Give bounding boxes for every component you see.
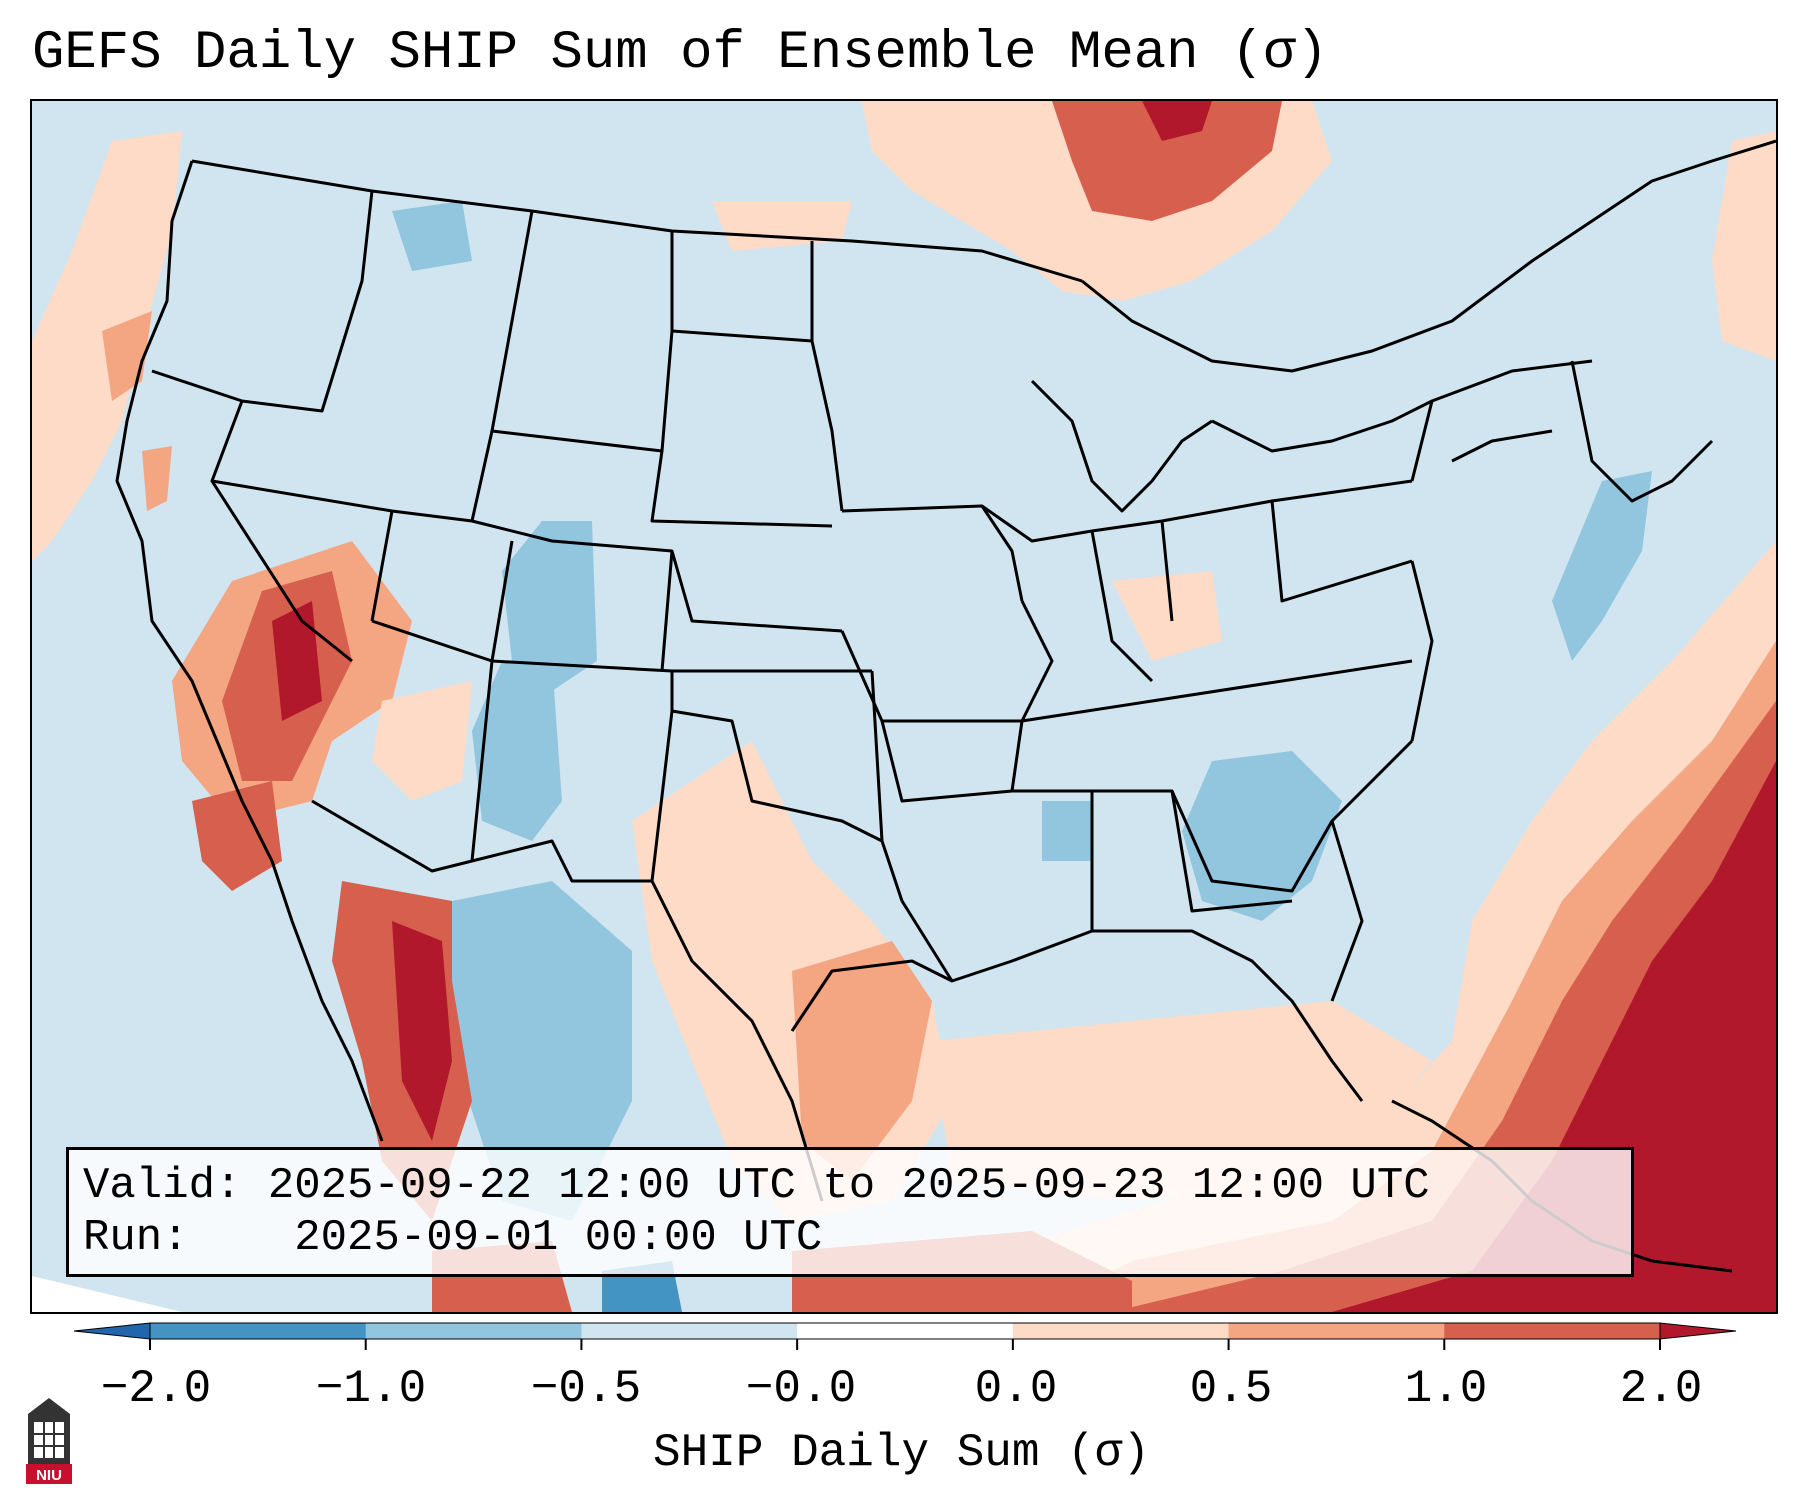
map-panel [30,99,1778,1314]
mexico-negative-anomaly [452,881,632,1221]
colorbar-extend-min [73,1322,151,1340]
colorbar-extend-max [1659,1322,1737,1340]
outside-domain-region [32,1276,182,1312]
colorbar-tick-label: 0.5 [1189,1363,1273,1415]
southeast-negative-anomaly [1182,751,1342,921]
pacific-moderate-anomaly [102,311,152,401]
new-mexico-negative-anomaly [472,661,562,841]
colorbar-tick-label: −2.0 [100,1363,212,1415]
gulf-moderate-anomaly [792,941,932,1181]
colorbar-bin [1012,1323,1230,1339]
colorbar-bin [365,1323,582,1339]
valid-value: 2025-09-22 12:00 UTC to 2025-09-23 12:00… [267,1161,1430,1211]
colorbar-bin [1228,1323,1445,1339]
montana-negative-anomaly [392,201,472,271]
arizona-positive-anomaly [372,681,472,801]
colorbar-tick-label: 2.0 [1619,1363,1703,1415]
kentucky-positive-anomaly [1112,571,1222,661]
run-value: 2025-09-01 00:00 UTC [294,1213,823,1263]
run-label: Run: [83,1213,189,1263]
colorbar-tick-label: −0.0 [745,1363,857,1415]
logo-text: NIU [36,1467,62,1484]
louisiana-negative-anomaly [1042,801,1092,861]
colorbar [73,1322,1737,1350]
canada-strong-anomaly [1052,101,1282,221]
colorbar-tick-label: 0.0 [974,1363,1058,1415]
colorbar-label: SHIP Daily Sum (σ) [653,1427,1150,1479]
colorbar-tick-label: −1.0 [315,1363,427,1415]
colorbar-bin [581,1323,798,1339]
canada-extreme-anomaly [1142,101,1212,141]
colorbar-tick-label: 1.0 [1404,1363,1488,1415]
colorbar-bin [797,1323,1014,1339]
niu-tower-logo: NIU [26,1398,72,1484]
colorbar-bin [1444,1323,1661,1339]
state-boundaries [115,139,1776,1273]
maritimes-anomaly [1712,131,1776,361]
atlantic-negative-anomaly [1552,471,1652,661]
colorbar-bin [150,1323,367,1339]
valid-label: Valid: [83,1161,242,1211]
baja-north-anomaly [192,781,282,891]
validity-info-box: Valid: 2025-09-22 12:00 UTC to 2025-09-2… [66,1147,1634,1277]
colorbar-tick-label: −0.5 [530,1363,642,1415]
ship-anomaly-map [32,101,1776,1312]
colorado-negative-anomaly [502,521,597,691]
southwest-extreme-anomaly [272,601,322,721]
nor-cal-anomaly [142,446,172,511]
mexico-pacific-extreme [392,921,452,1141]
chart-title: GEFS Daily SHIP Sum of Ensemble Mean (σ) [32,23,1329,84]
atlantic-extreme-anomaly [1332,761,1776,1312]
